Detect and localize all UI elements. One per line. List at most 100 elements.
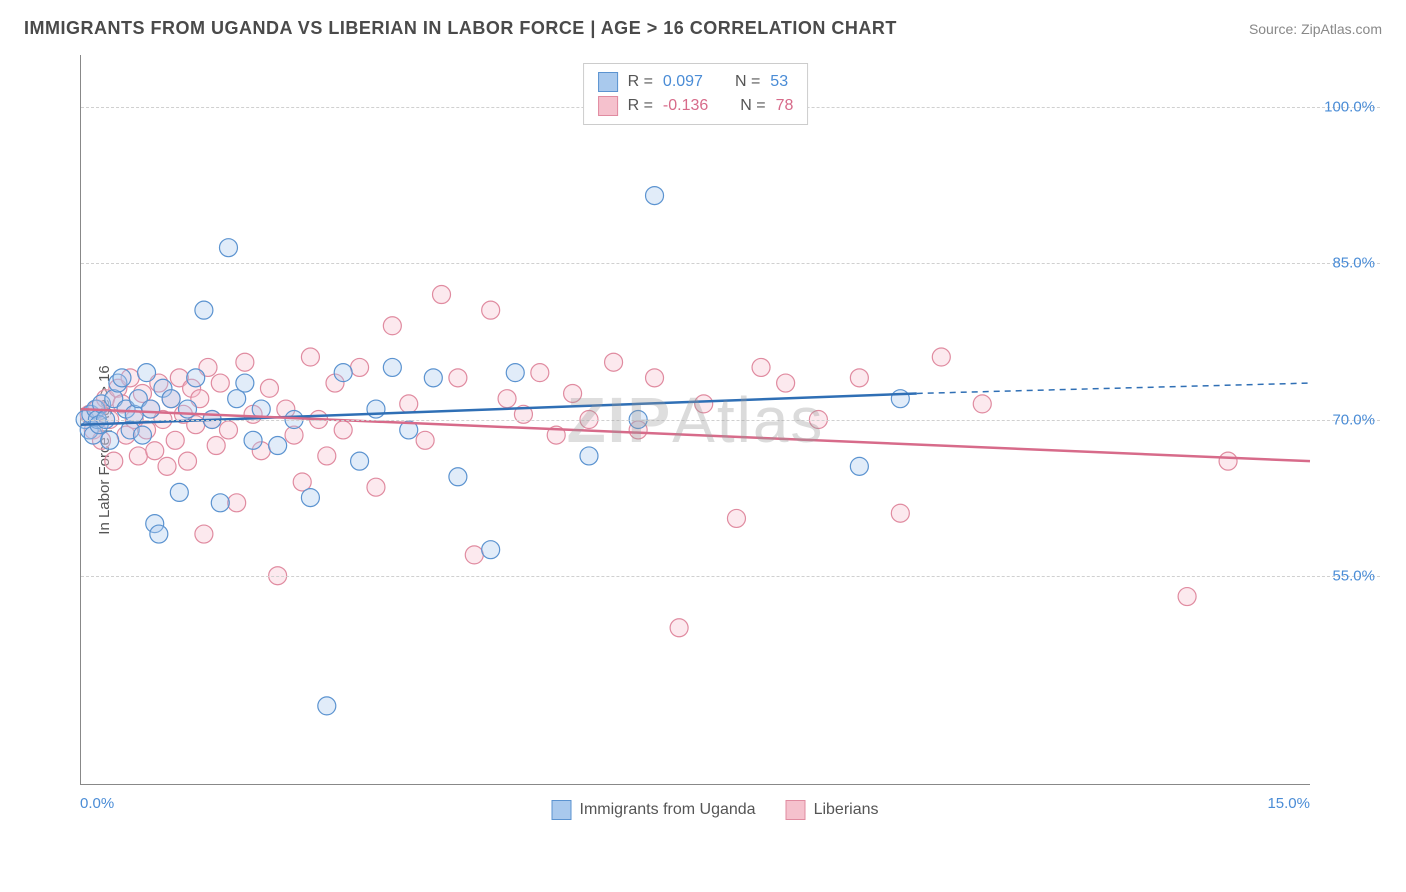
data-point — [170, 483, 188, 501]
chart-title: IMMIGRANTS FROM UGANDA VS LIBERIAN IN LA… — [24, 18, 897, 39]
series-name-uganda: Immigrants from Uganda — [580, 801, 756, 819]
chart-header: IMMIGRANTS FROM UGANDA VS LIBERIAN IN LA… — [0, 0, 1406, 49]
data-point — [138, 364, 156, 382]
data-point — [166, 431, 184, 449]
data-point — [150, 525, 168, 543]
data-point — [334, 421, 352, 439]
trend-line-dashed — [917, 383, 1310, 393]
legend-series: Immigrants from Uganda Liberians — [552, 800, 879, 820]
data-point — [564, 384, 582, 402]
data-point — [449, 468, 467, 486]
n-label: N = — [740, 97, 765, 115]
data-point — [269, 437, 287, 455]
data-point — [449, 369, 467, 387]
gridline — [81, 420, 1380, 421]
y-tick-label: 55.0% — [1332, 567, 1375, 584]
data-point — [646, 369, 664, 387]
chart-source: Source: ZipAtlas.com — [1249, 21, 1382, 37]
data-point — [179, 452, 197, 470]
data-point — [236, 374, 254, 392]
legend-stats-row-uganda: R = 0.097 N = 53 — [598, 70, 794, 94]
data-point — [891, 504, 909, 522]
data-point — [162, 390, 180, 408]
data-point — [424, 369, 442, 387]
data-point — [195, 525, 213, 543]
legend-stats-row-liberia: R = -0.136 N = 78 — [598, 94, 794, 118]
data-point — [482, 301, 500, 319]
data-point — [506, 364, 524, 382]
r-label: R = — [628, 73, 653, 91]
y-tick-label: 85.0% — [1332, 255, 1375, 272]
legend-stats: R = 0.097 N = 53 R = -0.136 N = 78 — [583, 63, 809, 125]
data-point — [244, 431, 262, 449]
data-point — [219, 239, 237, 257]
data-point — [318, 697, 336, 715]
data-point — [400, 395, 418, 413]
data-point — [101, 431, 119, 449]
x-tick-label: 15.0% — [1267, 795, 1310, 812]
data-point — [1219, 452, 1237, 470]
plot-area: ZIPAtlas R = 0.097 N = 53 R = -0.136 N =… — [80, 55, 1310, 785]
gridline — [81, 576, 1380, 577]
data-point — [383, 317, 401, 335]
legend-item-liberia: Liberians — [786, 800, 879, 820]
data-point — [195, 301, 213, 319]
swatch-liberia-icon — [786, 800, 806, 820]
x-tick-label: 0.0% — [80, 795, 114, 812]
data-point — [465, 546, 483, 564]
n-value-liberia: 78 — [776, 97, 794, 115]
data-point — [236, 353, 254, 371]
chart-container: In Labor Force | Age > 16 ZIPAtlas R = 0… — [50, 55, 1380, 845]
data-point — [777, 374, 795, 392]
data-point — [211, 494, 229, 512]
data-point — [498, 390, 516, 408]
data-point — [531, 364, 549, 382]
data-point — [605, 353, 623, 371]
data-point — [142, 400, 160, 418]
data-point — [158, 457, 176, 475]
r-label: R = — [628, 97, 653, 115]
n-value-uganda: 53 — [770, 73, 788, 91]
data-point — [351, 452, 369, 470]
swatch-uganda-icon — [552, 800, 572, 820]
series-name-liberia: Liberians — [814, 801, 879, 819]
data-point — [850, 369, 868, 387]
y-tick-label: 70.0% — [1332, 411, 1375, 428]
data-point — [301, 348, 319, 366]
data-point — [850, 457, 868, 475]
y-tick-label: 100.0% — [1324, 99, 1375, 116]
data-point — [367, 400, 385, 418]
data-point — [695, 395, 713, 413]
data-point — [351, 358, 369, 376]
n-label: N = — [735, 73, 760, 91]
data-point — [670, 619, 688, 637]
data-point — [1178, 588, 1196, 606]
data-point — [318, 447, 336, 465]
data-point — [580, 447, 598, 465]
data-point — [187, 369, 205, 387]
data-point — [179, 400, 197, 418]
data-point — [727, 509, 745, 527]
data-point — [973, 395, 991, 413]
data-point — [211, 374, 229, 392]
data-point — [932, 348, 950, 366]
data-point — [433, 286, 451, 304]
data-point — [228, 494, 246, 512]
data-point — [367, 478, 385, 496]
data-point — [146, 442, 164, 460]
data-point — [482, 541, 500, 559]
data-point — [260, 379, 278, 397]
data-point — [113, 369, 131, 387]
data-point — [646, 187, 664, 205]
legend-item-uganda: Immigrants from Uganda — [552, 800, 756, 820]
data-point — [752, 358, 770, 376]
data-point — [219, 421, 237, 439]
swatch-uganda-icon — [598, 72, 618, 92]
data-point — [133, 426, 151, 444]
data-point — [207, 437, 225, 455]
data-point — [383, 358, 401, 376]
data-point — [416, 431, 434, 449]
r-value-liberia: -0.136 — [663, 97, 708, 115]
data-point — [129, 447, 147, 465]
r-value-uganda: 0.097 — [663, 73, 703, 91]
